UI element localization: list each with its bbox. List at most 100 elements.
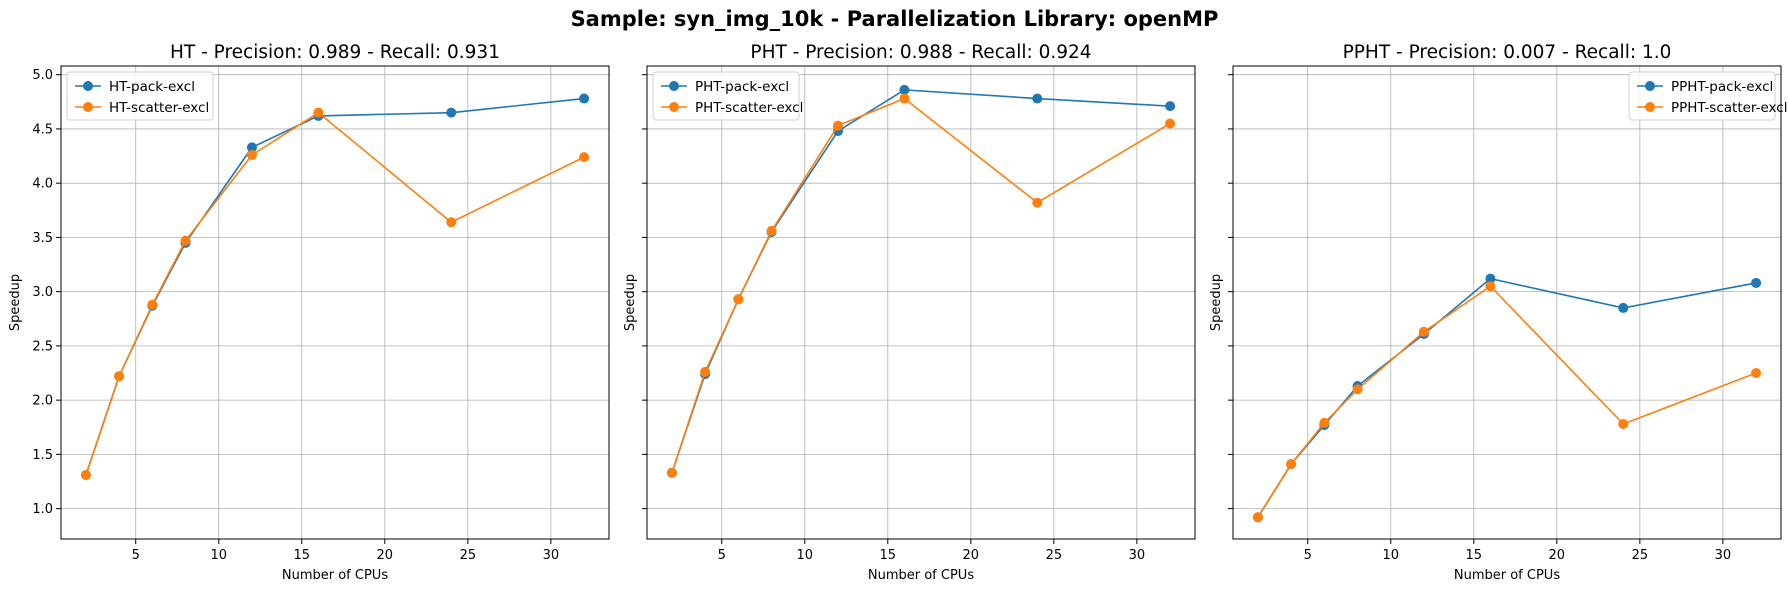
axes-frame [60, 65, 610, 540]
x-tick-label: 30 [1715, 548, 1732, 563]
series-line-1 [85, 97, 585, 476]
data-point [446, 107, 457, 118]
y-tick-label: 3.0 [32, 285, 53, 300]
chart-panel-1: 5 10 15 20 25 30 1.0 1.5 2.0 2.5 3.0 3.5 4.0 4.5 5.0 HT… [8, 42, 610, 583]
data-point [899, 93, 910, 104]
legend-label: PHT-pack-excl [695, 79, 789, 95]
legend-box [66, 71, 214, 121]
legend-marker [1645, 102, 1655, 112]
data-point [446, 217, 457, 228]
x-tick-label: 25 [460, 548, 477, 563]
legend-label: HT-scatter-excl [109, 100, 209, 116]
x-tick-label: 25 [1046, 548, 1063, 563]
legend-label: PHT-scatter-excl [695, 100, 803, 116]
y-axis-label: Speedup [1209, 274, 1224, 331]
data-point [700, 366, 711, 377]
x-tick-label: 20 [377, 548, 394, 563]
series-line-2 [671, 97, 1171, 474]
data-point [733, 294, 744, 305]
x-tick-label: 20 [1549, 548, 1566, 563]
axes-frame [1232, 65, 1782, 540]
y-tick-label: 5.0 [32, 68, 53, 83]
series-line-1 [1257, 277, 1757, 518]
data-point [1165, 101, 1176, 112]
data-point [1418, 326, 1429, 337]
data-point [766, 225, 777, 236]
x-tick-label: 10 [796, 548, 813, 563]
x-tick-label: 30 [1129, 548, 1146, 563]
y-tick-label: 2.0 [32, 394, 53, 409]
y-axis-label: Speedup [8, 274, 23, 331]
data-point [313, 107, 324, 118]
x-axis-label: Number of CPUs [868, 568, 974, 583]
legend-marker [669, 102, 679, 112]
legend-box [652, 71, 800, 121]
legend: PHT-pack-excl PHT-scatter-excl [652, 71, 803, 121]
x-tick-label: 15 [294, 548, 311, 563]
y-axis-label: Speedup [623, 274, 638, 331]
data-point [114, 371, 125, 382]
x-tick-label: 5 [1304, 548, 1312, 563]
y-tick-label: 1.5 [32, 448, 53, 463]
data-point [1485, 273, 1496, 284]
series-line-2 [85, 111, 585, 476]
x-tick-label: 15 [1466, 548, 1483, 563]
chart-panel-2: 5 10 15 20 25 30 PHT - Precision: 0.988 - Reca… [623, 42, 1196, 583]
x-tick-label: 30 [543, 548, 560, 563]
y-tick-label: 4.5 [32, 122, 53, 137]
data-point [1032, 197, 1043, 208]
legend: HT-pack-excl HT-scatter-excl [66, 71, 214, 121]
legend-marker [669, 81, 679, 91]
x-tick-label: 10 [1382, 548, 1399, 563]
x-axis-label: Number of CPUs [1454, 568, 1560, 583]
chart-panel-3: 5 10 15 20 25 30 PPHT - Precision: 0.007 - Rec… [1209, 42, 1787, 583]
data-point [180, 235, 191, 246]
panel-title: PHT - Precision: 0.988 - Recall: 0.924 [750, 42, 1091, 63]
x-tick-label: 15 [880, 548, 897, 563]
x-tick-label: 10 [210, 548, 227, 563]
data-point [1485, 281, 1496, 292]
data-point [1618, 419, 1629, 430]
x-tick-label: 5 [718, 548, 726, 563]
data-point [1032, 93, 1043, 104]
axes-frame [646, 65, 1196, 540]
y-tick-label: 1.0 [32, 502, 53, 517]
data-point [666, 467, 677, 478]
panel-title: PPHT - Precision: 0.007 - Recall: 1.0 [1343, 42, 1672, 63]
y-tick-label: 4.0 [32, 177, 53, 192]
series-line-2 [1257, 285, 1757, 518]
x-tick-label: 25 [1632, 548, 1649, 563]
data-point [579, 93, 590, 104]
data-point [1165, 118, 1176, 129]
data-point [1252, 512, 1263, 523]
legend-label: PPHT-pack-excl [1671, 79, 1773, 95]
data-point [832, 120, 843, 131]
panel-title: HT - Precision: 0.989 - Recall: 0.931 [170, 42, 500, 63]
x-tick-label: 5 [132, 548, 140, 563]
y-tick-label: 3.5 [32, 231, 53, 246]
x-axis-label: Number of CPUs [282, 568, 388, 583]
legend-label: HT-pack-excl [109, 79, 195, 95]
data-point [246, 149, 257, 160]
x-tick-label: 20 [963, 548, 980, 563]
legend-marker [83, 81, 93, 91]
legend: PPHT-pack-excl PPHT-scatter-excl [1628, 71, 1787, 121]
data-point [1319, 417, 1330, 428]
legend-box [1628, 71, 1776, 121]
data-point [1751, 277, 1762, 288]
data-point [1751, 368, 1762, 379]
data-point [899, 84, 910, 95]
data-point [80, 469, 91, 480]
data-point [1352, 384, 1363, 395]
legend-marker [83, 102, 93, 112]
legend-label: PPHT-scatter-excl [1671, 100, 1787, 116]
data-point [1286, 459, 1297, 470]
figure-title: Sample: syn_img_10k - Parallelization Li… [571, 7, 1219, 31]
data-point [579, 152, 590, 163]
y-tick-label: 2.5 [32, 339, 53, 354]
chart-panels: 5 10 15 20 25 30 1.0 1.5 2.0 2.5 3.0 3.5 4.0 4.5 5.0 HT… [8, 42, 1787, 583]
legend-marker [1645, 81, 1655, 91]
data-point [246, 142, 257, 153]
data-point [147, 299, 158, 310]
